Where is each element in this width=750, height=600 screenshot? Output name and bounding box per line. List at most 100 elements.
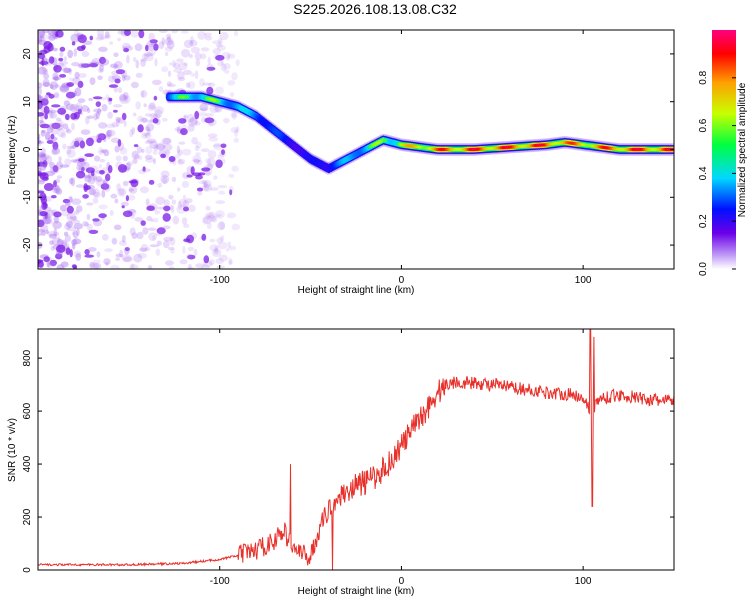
noise-blob [200, 53, 207, 60]
noise-blob [131, 127, 136, 135]
noise-blob [217, 241, 228, 250]
colorbar-ticks: 0.0 0.2 0.4 0.6 0.8 [698, 70, 736, 276]
noise-blob [174, 154, 181, 159]
noise-blob [131, 232, 138, 239]
noise-blob [154, 210, 161, 215]
noise-blob [117, 187, 127, 197]
noise-blob [38, 178, 48, 183]
noise-blob [221, 149, 225, 156]
noise-blob [131, 150, 139, 160]
noise-blob [121, 74, 126, 82]
noise-blob [168, 194, 174, 200]
noise-blob [180, 128, 188, 136]
noise-blob [206, 63, 214, 72]
noise-blob [86, 107, 91, 113]
noise-blob [77, 63, 88, 69]
noise-blob [72, 242, 76, 250]
noise-blob [227, 80, 236, 86]
noise-blob [224, 70, 230, 74]
noise-blob [70, 219, 81, 224]
noise-blob [189, 116, 198, 125]
noise-blob [202, 82, 212, 86]
noise-blob [122, 180, 129, 187]
noise-blob [118, 240, 127, 246]
noise-blob [70, 140, 79, 148]
noise-blob [48, 123, 56, 131]
noise-blob [53, 180, 57, 188]
noise-blob [65, 200, 71, 207]
noise-blob [64, 158, 72, 166]
noise-blob [110, 137, 120, 144]
noise-blob [128, 180, 138, 184]
noise-blob [79, 140, 86, 149]
noise-blob [59, 74, 67, 78]
noise-blob [129, 227, 136, 236]
noise-blob [187, 204, 196, 212]
noise-blob [143, 52, 154, 57]
snr-series-line [38, 329, 674, 570]
noise-blob [66, 205, 74, 214]
noise-blob [87, 115, 95, 119]
noise-blob [53, 92, 60, 99]
noise-blob [184, 198, 193, 204]
noise-blob [41, 129, 47, 134]
noise-blob [80, 161, 87, 166]
noise-blob [95, 111, 100, 120]
noise-blob [176, 58, 184, 63]
noise-blob [72, 230, 79, 239]
noise-blob [229, 189, 233, 196]
noise-blob [177, 160, 185, 165]
noise-blob [216, 43, 223, 48]
noise-blob [65, 247, 71, 255]
noise-blob [181, 180, 190, 188]
noise-blob [137, 124, 144, 133]
noise-blob [147, 43, 155, 51]
noise-blob [63, 56, 68, 62]
noise-blob [92, 176, 98, 182]
spectrogram-xlabel: Height of straight line (km) [298, 285, 415, 296]
noise-blob [152, 235, 156, 241]
noise-blob [219, 221, 225, 230]
noise-blob [162, 240, 170, 249]
noise-blob [114, 145, 120, 153]
noise-blob [76, 165, 82, 171]
noise-blob [161, 37, 165, 46]
noise-blob [97, 33, 105, 40]
noise-blob [74, 30, 79, 37]
noise-blob [111, 121, 119, 128]
noise-blob [230, 127, 239, 133]
noise-blob [204, 117, 215, 124]
noise-blob [173, 62, 180, 69]
noise-blob [38, 30, 46, 37]
noise-blob [67, 49, 74, 59]
noise-blob [76, 228, 80, 236]
noise-blob [55, 188, 63, 195]
noise-blob [38, 86, 43, 96]
noise-blob [38, 180, 45, 185]
noise-blob [100, 35, 107, 40]
noise-blob [140, 148, 145, 153]
noise-blob [66, 91, 74, 100]
noise-blob [205, 158, 212, 164]
noise-blob [58, 57, 64, 62]
noise-blob [228, 185, 234, 194]
noise-blob [65, 220, 73, 228]
noise-blob [88, 97, 93, 102]
noise-blob [43, 105, 50, 115]
noise-blob [49, 240, 54, 246]
noise-blob [144, 154, 153, 160]
noise-blob [40, 205, 48, 212]
noise-blob [51, 129, 58, 135]
noise-blob [114, 78, 121, 84]
noise-blob [136, 146, 142, 154]
noise-blob [216, 265, 226, 269]
noise-blob [98, 164, 103, 169]
noise-blob [153, 144, 159, 151]
noise-blob [126, 161, 134, 167]
noise-blob [113, 64, 118, 70]
noise-blob [209, 105, 219, 114]
noise-blob [208, 211, 216, 219]
noise-blob [214, 210, 225, 219]
noise-blob [38, 31, 46, 38]
